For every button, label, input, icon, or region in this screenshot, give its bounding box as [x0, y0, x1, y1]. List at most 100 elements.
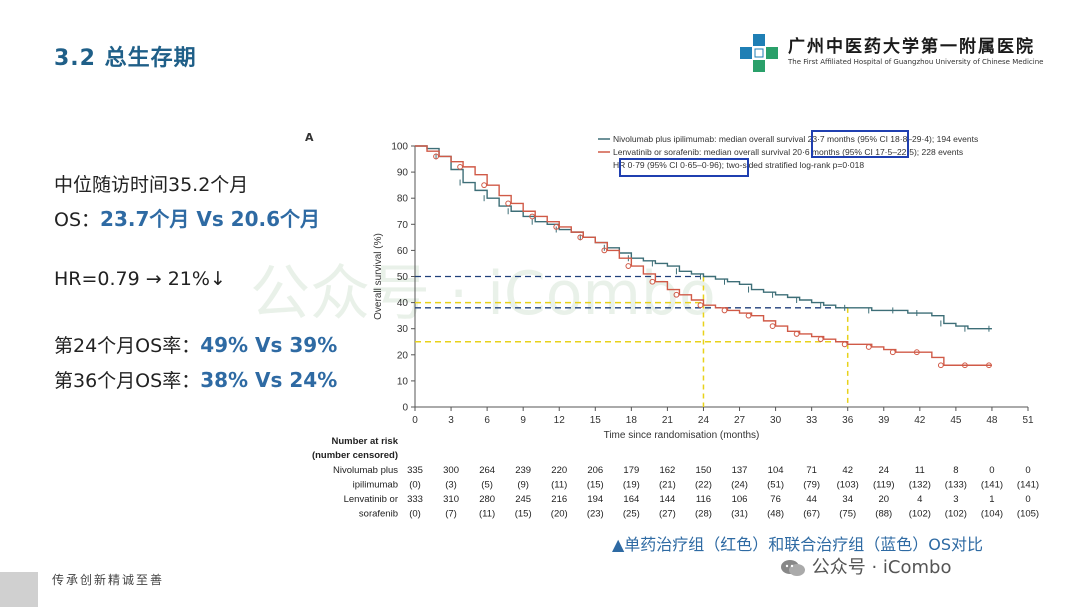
- censor-mark: [457, 163, 463, 170]
- risk-cell: (23): [587, 509, 604, 520]
- y-tick-label: 90: [397, 168, 409, 179]
- x-axis-label: Time since randomisation (months): [604, 430, 760, 441]
- censor-mark: [865, 344, 872, 350]
- risk-cell: (0): [409, 509, 421, 520]
- risk-cell: (103): [837, 480, 859, 491]
- risk-cell: 71: [806, 465, 817, 476]
- risk-cell: 1: [989, 494, 994, 505]
- risk-cell: (11): [479, 509, 495, 520]
- x-tick-label: 6: [484, 415, 490, 426]
- censor-mark: [769, 323, 776, 329]
- risk-cell: (21): [659, 480, 676, 491]
- risk-row-label: Nivolumab plus: [333, 465, 398, 476]
- risk-cell: 20: [878, 494, 889, 505]
- x-tick-label: 15: [590, 415, 602, 426]
- x-tick-label: 45: [950, 415, 962, 426]
- risk-cell: (31): [731, 509, 748, 520]
- month24-label: 第24个月OS率：: [54, 335, 201, 357]
- risk-cell: (24): [731, 480, 748, 491]
- x-tick-label: 27: [734, 415, 746, 426]
- survival-curve-monotherapy: [415, 145, 992, 366]
- x-tick-label: 30: [770, 415, 782, 426]
- risk-cell: 150: [696, 465, 712, 476]
- risk-cell: (11): [551, 480, 567, 491]
- x-tick-label: 33: [806, 415, 818, 426]
- risk-cell: (79): [803, 480, 820, 491]
- month24-line: 第24个月OS率：49% Vs 39%: [54, 331, 337, 358]
- y-tick-label: 0: [402, 403, 408, 414]
- hospital-name-en: The First Affiliated Hospital of Guangzh…: [788, 58, 1044, 66]
- highlight-box: [619, 158, 749, 177]
- legend-entry: Nivolumab plus ipilimumab: median overal…: [613, 134, 978, 144]
- risk-cell: (102): [909, 509, 931, 520]
- risk-row-label: ipilimumab: [353, 480, 398, 491]
- wechat-watermark: 公众号 · iCombo: [780, 553, 951, 579]
- x-tick-label: 39: [878, 415, 890, 426]
- os-value: 23.7个月 Vs 20.6个月: [100, 207, 321, 231]
- censor-mark: [721, 307, 728, 314]
- y-tick-label: 100: [391, 142, 408, 153]
- risk-cell: 104: [768, 465, 784, 476]
- censor-mark: [625, 263, 632, 269]
- chart-caption: ▲单药治疗组（红色）和联合治疗组（蓝色）OS对比: [612, 535, 984, 554]
- censor-mark: [817, 336, 824, 343]
- risk-cell: 4: [917, 494, 922, 505]
- x-tick-label: 9: [520, 415, 526, 426]
- risk-cell: 162: [659, 465, 675, 476]
- risk-cell: 24: [878, 465, 889, 476]
- risk-cell: (67): [803, 509, 820, 520]
- os-label: OS：: [54, 209, 101, 231]
- x-tick-label: 3: [448, 415, 454, 426]
- wechat-icon: [781, 560, 805, 576]
- risk-cell: 164: [623, 494, 639, 505]
- risk-cell: 333: [407, 494, 423, 505]
- hospital-logo: 广州中医药大学第一附属医院 The First Affiliated Hospi…: [740, 30, 1045, 74]
- hospital-emblem-icon: [740, 34, 778, 72]
- risk-cell: 206: [587, 465, 603, 476]
- risk-cell: (132): [909, 480, 931, 491]
- month24-value: 49% Vs 39%: [200, 333, 338, 357]
- hospital-name-cn: 广州中医药大学第一附属医院: [788, 37, 1035, 57]
- risk-cell: (104): [981, 509, 1003, 520]
- risk-cell: 137: [732, 465, 748, 476]
- y-axis-label: Overall survival (%): [373, 233, 384, 320]
- x-tick-label: 21: [662, 415, 674, 426]
- footer-motto: 传承创新精诚至善: [52, 573, 165, 587]
- hr-text: HR=0.79 → 21%↓: [54, 268, 226, 290]
- risk-cell: (48): [767, 509, 784, 520]
- risk-cell: (88): [875, 509, 892, 520]
- x-tick-label: 51: [1022, 415, 1034, 426]
- y-tick-label: 70: [397, 220, 409, 231]
- followup-text: 中位随访时间35.2个月: [54, 174, 249, 196]
- risk-cell: 44: [806, 494, 817, 505]
- x-tick-label: 48: [986, 415, 998, 426]
- censor-mark: [937, 362, 944, 369]
- risk-cell: 310: [443, 494, 459, 505]
- page-title: 3.2 总生存期: [54, 46, 197, 71]
- censor-mark: [913, 349, 920, 356]
- risk-cell: 0: [1025, 465, 1030, 476]
- footer-bar: [0, 572, 38, 607]
- risk-cell: (75): [839, 509, 856, 520]
- risk-cell: 0: [1025, 494, 1030, 505]
- panel-label: A: [305, 131, 314, 144]
- risk-cell: 42: [842, 465, 853, 476]
- risk-cell: (19): [623, 480, 640, 491]
- risk-cell: 76: [770, 494, 781, 505]
- risk-cell: (15): [587, 480, 604, 491]
- risk-table-subtitle: (number censored): [312, 450, 398, 461]
- censor-mark: [553, 224, 560, 230]
- y-tick-label: 30: [397, 324, 409, 335]
- risk-cell: (5): [481, 480, 493, 491]
- os-line: OS：23.7个月 Vs 20.6个月: [54, 203, 320, 232]
- censor-mark: [697, 302, 704, 309]
- risk-cell: 11: [915, 465, 925, 476]
- watermark-text: 公众号 · iCombo: [811, 557, 952, 578]
- risk-cell: (51): [767, 480, 784, 491]
- hr-annotation: HR 0·79 (95% CI 0·65–0·96); two-sided st…: [613, 160, 864, 170]
- censor-mark: [673, 291, 680, 298]
- risk-cell: 264: [479, 465, 495, 476]
- risk-cell: (141): [1017, 480, 1039, 491]
- y-tick-label: 60: [397, 246, 409, 257]
- risk-cell: 280: [479, 494, 495, 505]
